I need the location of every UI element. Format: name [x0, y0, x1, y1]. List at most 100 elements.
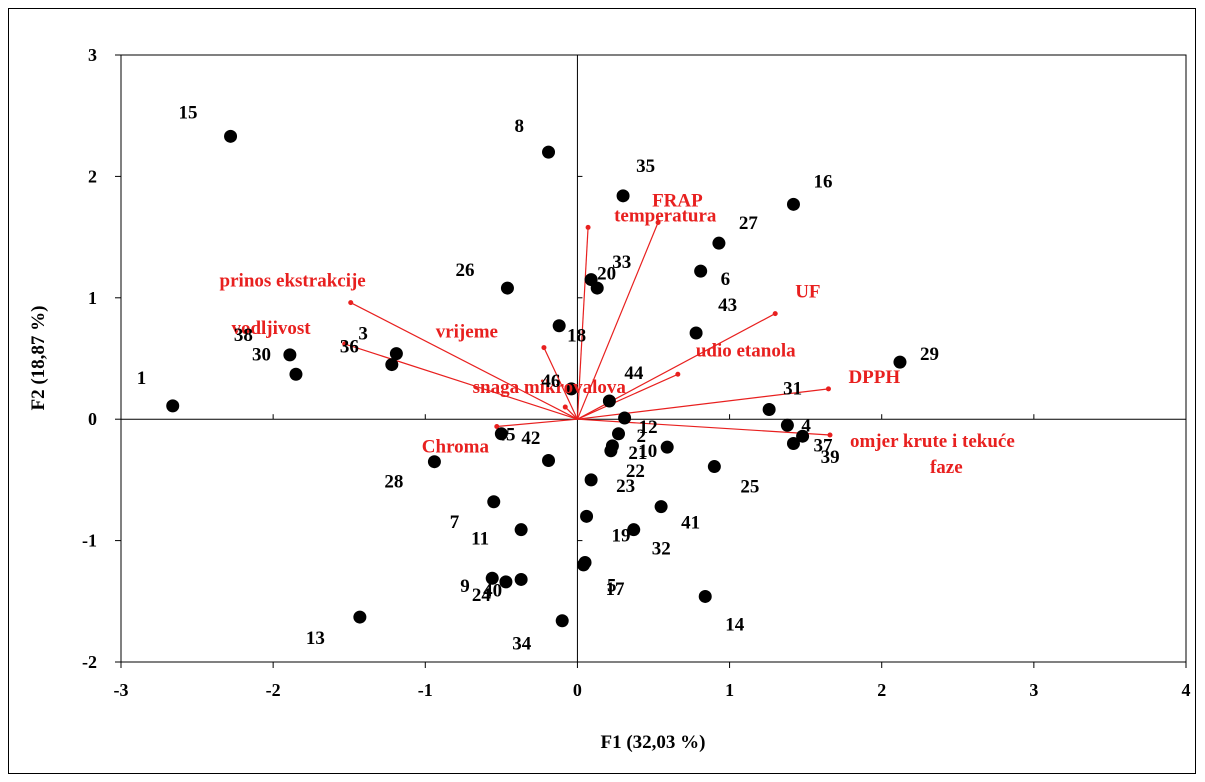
variable-label: vrijeme — [436, 322, 498, 343]
x-tick-label: -1 — [418, 680, 433, 700]
x-tick-label: -3 — [114, 680, 129, 700]
observation-label: 3 — [358, 324, 368, 345]
variable-vector — [496, 418, 578, 428]
observation-label: 5 — [607, 575, 617, 596]
variable-label: udio etanola — [696, 340, 796, 361]
observation-label: 15 — [179, 102, 198, 123]
variable-vector — [543, 347, 578, 420]
x-tick-label: 2 — [877, 680, 886, 700]
observation-point — [616, 189, 630, 203]
x-tick-label: 3 — [1029, 680, 1038, 700]
observation-label: 23 — [616, 476, 635, 497]
observation-point — [283, 348, 297, 362]
observation-label: 32 — [652, 539, 671, 560]
observation-point — [604, 444, 618, 458]
observation-point — [590, 281, 604, 295]
y-tick-label: -2 — [82, 652, 97, 672]
observation-points — [166, 129, 907, 628]
observation-point — [694, 264, 708, 278]
observation-label: 21 — [628, 443, 647, 464]
observation-label: 24 — [472, 585, 492, 606]
y-tick-label: -1 — [82, 531, 97, 551]
observation-point — [564, 382, 578, 396]
observation-point — [499, 575, 513, 589]
observation-point — [660, 440, 674, 454]
observation-point — [712, 236, 726, 250]
variable-vector — [577, 373, 679, 420]
observation-label: 8 — [515, 116, 525, 137]
observation-label: 44 — [624, 363, 644, 384]
y-tick-label: 3 — [88, 45, 97, 65]
variable-label: omjer krute i tekuće faze — [850, 431, 1015, 478]
x-tick-label: -2 — [266, 680, 281, 700]
observation-point — [542, 145, 556, 159]
observation-label: 38 — [234, 325, 253, 346]
variable-label: Chroma — [422, 436, 490, 457]
observation-label: 33 — [612, 252, 631, 273]
observation-point — [289, 367, 303, 381]
observation-label: 45 — [497, 424, 516, 445]
observation-label: 16 — [813, 171, 832, 192]
observation-label: 9 — [460, 576, 470, 597]
observation-point — [487, 495, 501, 509]
observation-point — [698, 589, 712, 603]
observation-point — [689, 326, 703, 340]
variable-vector-tip — [655, 220, 661, 226]
variable-vector — [576, 227, 589, 420]
observation-point — [780, 418, 794, 432]
observation-label: 31 — [783, 378, 802, 399]
variable-label: vodljivost — [231, 318, 311, 339]
variable-vector-tip — [825, 386, 831, 392]
observation-point — [494, 427, 508, 441]
y-axis-title: F2 (18,87 %) — [28, 305, 49, 410]
x-axis-title: F1 (32,03 %) — [600, 732, 705, 753]
observation-label: 37 — [813, 435, 833, 456]
variable-label: DPPH — [848, 367, 900, 388]
variable-vector-tip — [494, 423, 500, 429]
variable-vector — [564, 406, 578, 420]
observation-label: 1 — [137, 368, 147, 389]
observation-label: 6 — [721, 269, 731, 290]
observation-label: 42 — [521, 428, 540, 449]
observation-point — [584, 473, 598, 487]
variable-vector-tip — [541, 345, 547, 351]
observation-point — [555, 614, 569, 628]
observation-label: 4 — [801, 415, 811, 436]
observation-label: 40 — [483, 580, 502, 601]
observation-label: 43 — [718, 295, 737, 316]
observation-label: 29 — [920, 344, 939, 365]
observation-point — [602, 394, 616, 408]
observation-point — [385, 358, 399, 372]
observation-label: 17 — [606, 579, 626, 600]
observation-label: 19 — [612, 525, 631, 546]
variable-label: temperatura — [614, 205, 717, 226]
observation-label: 20 — [597, 264, 616, 285]
observation-label: 14 — [725, 614, 745, 635]
variable-label: FRAP — [652, 191, 703, 212]
observation-point — [893, 355, 907, 369]
variable-vector — [576, 222, 659, 420]
x-tick-label: 4 — [1182, 680, 1191, 700]
observation-label: 22 — [626, 461, 645, 482]
observation-point — [514, 523, 528, 537]
plot-area — [120, 54, 1187, 663]
observation-point — [796, 429, 810, 443]
variable-vector-tip — [772, 311, 778, 317]
x-tick-label: 0 — [573, 680, 582, 700]
variable-label: snaga mikrovalova — [473, 377, 627, 398]
observation-point — [542, 453, 556, 467]
y-tick-label: 1 — [88, 288, 97, 308]
observation-label: 13 — [306, 628, 325, 649]
observation-point — [224, 129, 238, 143]
observation-label: 11 — [471, 529, 489, 550]
observation-label: 35 — [636, 156, 655, 177]
observation-point — [166, 399, 180, 413]
observation-label: 30 — [252, 344, 271, 365]
variable-vector-tip — [827, 432, 833, 438]
variable-vector-tip — [585, 224, 591, 230]
observation-point — [580, 509, 594, 523]
variable-label: prinos ekstrakcije — [220, 271, 366, 292]
